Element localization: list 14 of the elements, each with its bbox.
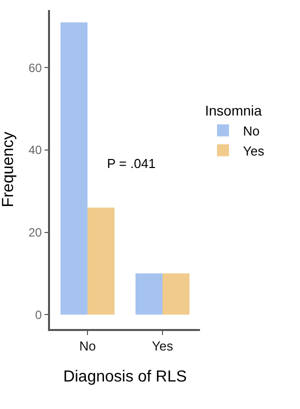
bar [60, 22, 88, 315]
legend-label: Yes [243, 143, 265, 158]
bar [136, 273, 162, 315]
y-axis-title: Frequency [0, 132, 17, 208]
y-tick-label: 60 [28, 60, 42, 75]
annotation: P = .041 [107, 156, 156, 171]
legend-title: Insomnia [205, 102, 262, 118]
bar [88, 208, 114, 315]
y-tick-label: 20 [28, 225, 42, 240]
y-tick-label: 0 [35, 308, 42, 322]
bar [162, 273, 190, 315]
x-axis-title: Diagnosis of RLS [63, 368, 187, 386]
y-tick-label: 40 [28, 143, 42, 158]
legend-label: No [243, 123, 260, 138]
